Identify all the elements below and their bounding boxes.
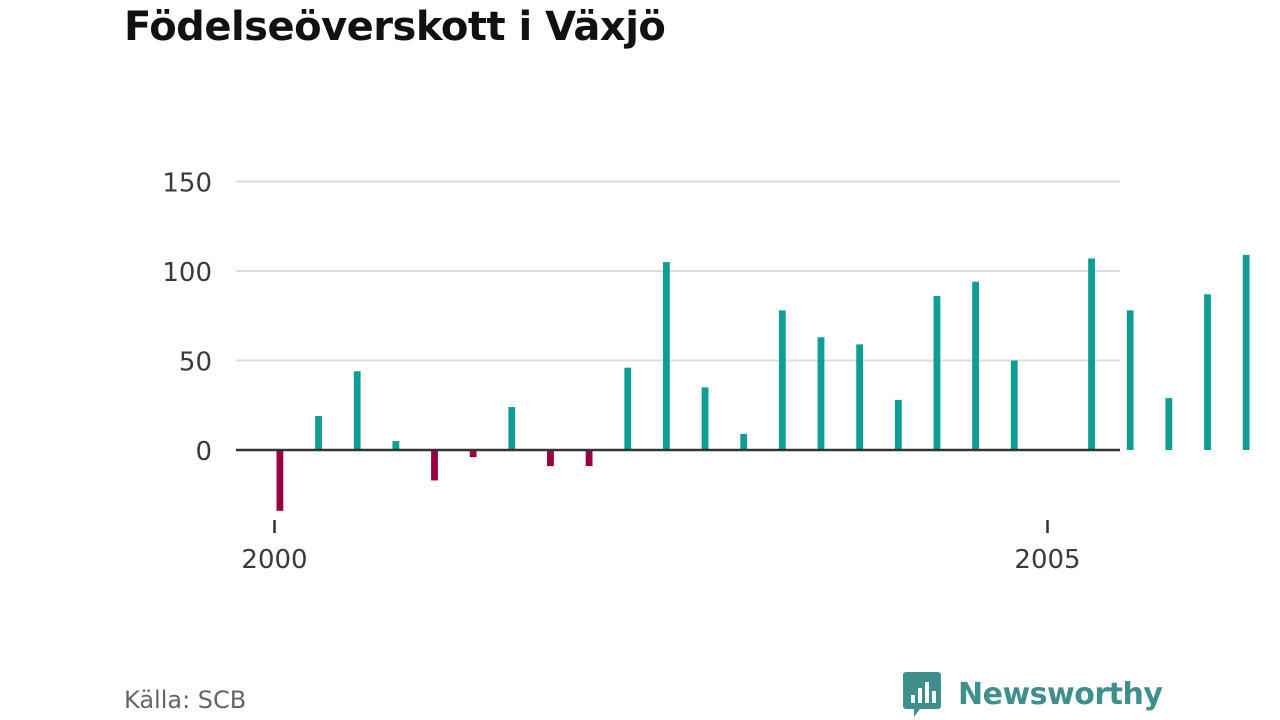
bar-2000-q2	[315, 415, 322, 450]
bar-2000-q4	[392, 441, 400, 450]
y-tick-label-0: 0	[195, 437, 212, 467]
bar-2005-q2	[1088, 258, 1095, 450]
bar-2001-q1	[431, 450, 438, 481]
bar-2001-q3	[508, 407, 516, 450]
y-tick-label-150: 150	[162, 169, 212, 199]
bar-2002-q2	[624, 367, 632, 450]
bar-2000-q3	[353, 371, 361, 450]
bar-2005-q3	[1126, 310, 1134, 450]
bar-2003-q3	[817, 337, 825, 450]
newsworthy-logo: Newsworthy	[902, 670, 1163, 718]
bar-chart: 050100150200020052010201520202025	[162, 169, 1250, 575]
bar-2002-q1	[585, 450, 593, 467]
bar-2004-q1	[894, 399, 902, 450]
bar-2001-q4	[547, 450, 554, 467]
chart-title: Födelseöverskott i Växjö	[124, 4, 666, 50]
newsworthy-icon	[903, 672, 941, 717]
bar-2004-q2	[933, 296, 941, 450]
bar-2003-q2	[778, 310, 786, 450]
bar-2000-q1	[276, 450, 284, 511]
x-tick-label-2000: 2000	[241, 545, 307, 575]
bar-2001-q2	[469, 450, 477, 458]
x-tick-label-2005: 2005	[1014, 545, 1080, 575]
bar-2006-q2	[1242, 254, 1250, 450]
bar-2004-q3	[972, 281, 979, 450]
bar-2005-q4	[1165, 398, 1173, 450]
bar-2002-q3	[663, 262, 670, 450]
bar-2004-q4	[1010, 360, 1018, 450]
bar-2003-q4	[856, 344, 864, 450]
y-tick-label-50: 50	[179, 348, 212, 378]
bar-2003-q1	[740, 433, 748, 450]
brand-name: Newsworthy	[958, 676, 1163, 712]
bar-2002-q4	[701, 387, 709, 450]
source-label: Källa: SCB	[124, 686, 247, 714]
y-tick-label-100: 100	[162, 258, 212, 288]
bar-2006-q1	[1204, 294, 1211, 450]
